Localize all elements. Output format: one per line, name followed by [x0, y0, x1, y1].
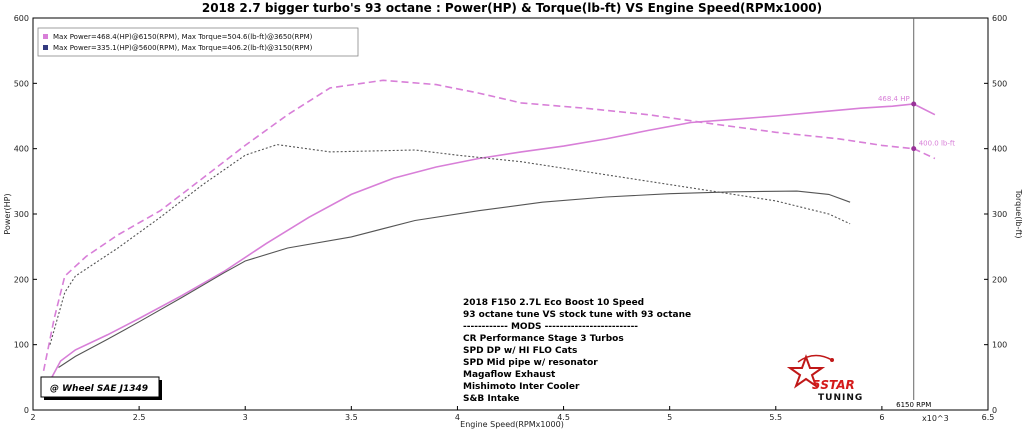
star-icon: [786, 354, 826, 389]
cursor-rpm-label: 6150 RPM: [896, 401, 931, 409]
tq-marker: [911, 146, 917, 152]
y-tick-label-right: 400: [992, 145, 1007, 154]
note-line: S&B Intake: [463, 394, 519, 404]
series-layer: [42, 79, 936, 381]
chart-title: 2018 2.7 bigger turbo's 93 octane : Powe…: [202, 1, 822, 15]
swoosh-dot-icon: [830, 358, 834, 362]
y-axis-label-left: Power(HP): [3, 193, 12, 234]
x-axis-multiplier: x10^3: [922, 414, 949, 423]
wheel-note-text: @ Wheel SAE J1349: [50, 384, 148, 394]
x-tick-label: 6: [879, 413, 884, 422]
note-line: 93 octane tune VS stock tune with 93 oct…: [463, 310, 691, 320]
y-tick-label-right: 300: [992, 210, 1007, 219]
x-tick-label: 2.5: [133, 413, 146, 422]
series-torque-run-2: [49, 144, 851, 345]
tq-marker-label: 400.0 lb-ft: [919, 140, 956, 148]
series-power-run-1: [49, 103, 936, 381]
series-power-run-2: [58, 190, 851, 368]
y-tick-label-right: 500: [992, 79, 1007, 88]
x-tick-label: 5.5: [769, 413, 782, 422]
series-torque-run-1: [42, 79, 936, 371]
y-tick-label-left: 400: [14, 145, 29, 154]
legend-box: [37, 27, 359, 57]
legend-swatch-2: [43, 45, 48, 50]
y-tick-label-left: 300: [14, 210, 29, 219]
note-line: Magaflow Exhaust: [463, 370, 556, 380]
x-tick-label: 4: [455, 413, 460, 422]
note-line: Mishimoto Inter Cooler: [463, 382, 580, 392]
note-line: CR Performance Stage 3 Turbos: [463, 334, 624, 344]
x-axis-label: Engine Speed(RPMx1000): [460, 420, 564, 429]
x-tick-label: 5: [667, 413, 672, 422]
x-tick-label: 2: [30, 413, 35, 422]
y-tick-label-left: 600: [14, 14, 29, 23]
legend: Max Power=468.4(HP)@6150(RPM), Max Torqu…: [37, 27, 359, 57]
note-line: SPD Mid pipe w/ resonator: [463, 358, 598, 368]
y-tick-label-right: 600: [992, 14, 1007, 23]
y-tick-label-right: 0: [992, 406, 997, 415]
y-tick-label-left: 500: [14, 79, 29, 88]
legend-entry-2: Max Power=335.1(HP)@5600(RPM), Max Torqu…: [53, 44, 313, 52]
wheel-note-box: [40, 376, 160, 398]
note-line: 2018 F150 2.7L Eco Boost 10 Speed: [463, 298, 644, 308]
y-tick-label-left: 0: [24, 406, 29, 415]
cursor-label-bg: [891, 400, 936, 409]
hp-marker: [911, 101, 917, 107]
five-star-logo: 5STAR TUNING: [786, 354, 863, 403]
y-axis-label-right: Torque(lb-ft): [1014, 189, 1023, 239]
logo-sub: TUNING: [818, 393, 863, 403]
legend-swatch-1: [43, 34, 48, 39]
y-tick-label-right: 200: [992, 275, 1007, 284]
x-axis-ticks: 2 2.5 3 3.5 4 4.5 5 5.5 6 6.5: [30, 406, 994, 422]
y-axis-ticks: 0 0 100 100 200 200 300 300 400 400 500 500 600 600: [14, 14, 1008, 415]
y-tick-label-left: 200: [14, 275, 29, 284]
x-tick-label: 4.5: [557, 413, 570, 422]
x-tick-label: 3: [243, 413, 248, 422]
mods-notes: 2018 F150 2.7L Eco Boost 10 Speed 93 oct…: [463, 298, 691, 404]
y-tick-label-left: 100: [14, 341, 29, 350]
legend-entry-1: Max Power=468.4(HP)@6150(RPM), Max Torqu…: [53, 33, 313, 41]
swoosh-icon: [797, 354, 833, 363]
note-line: ------------ MODS ----------------------…: [463, 322, 638, 332]
y-tick-label-right: 100: [992, 341, 1007, 350]
wheel-note: @ Wheel SAE J1349: [40, 376, 162, 400]
logo-brand: 5STAR: [812, 378, 855, 392]
x-tick-label: 3.5: [345, 413, 358, 422]
note-line: SPD DP w/ HI FLO Cats: [463, 346, 577, 356]
rpm-cursor[interactable]: 468.4 HP 400.0 lb-ft 6150 RPM: [878, 18, 955, 410]
x-tick-label: 6.5: [982, 413, 995, 422]
hp-marker-label: 468.4 HP: [878, 95, 910, 103]
